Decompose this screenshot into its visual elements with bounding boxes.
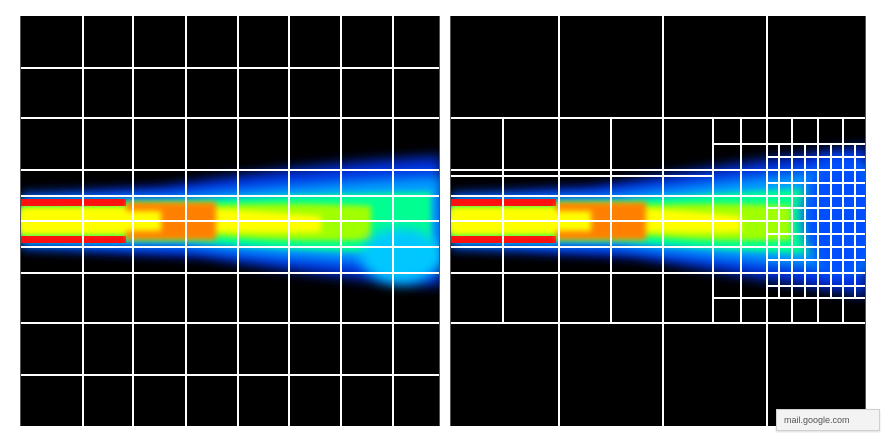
right-adaptive-grid-panel (450, 16, 866, 426)
right-grid-lines (451, 16, 865, 426)
right-simulation-image (451, 16, 865, 426)
left-simulation-image (21, 16, 439, 426)
url-tooltip: mail.google.com (776, 409, 880, 431)
left-grid-lines (21, 16, 439, 426)
left-uniform-grid-panel (20, 16, 440, 426)
